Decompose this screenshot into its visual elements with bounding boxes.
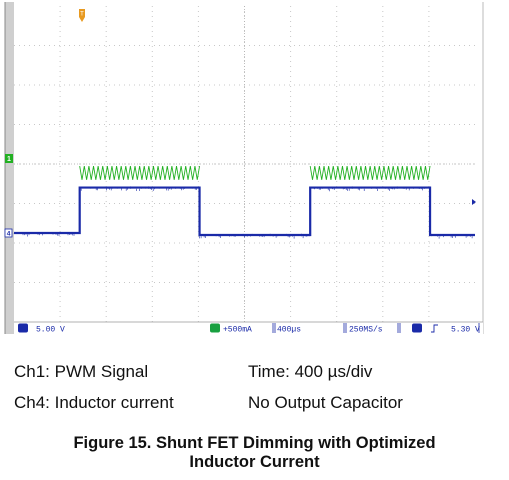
ch1-ground-marker: 1 — [5, 154, 13, 163]
sample-rate-readout: 250MS/s — [349, 326, 383, 335]
timebase-legend-label: Time: 400 µs/div — [248, 362, 373, 381]
figure-caption-line-2: Inductor Current — [189, 453, 320, 471]
trigger-marker-label: T — [80, 12, 84, 18]
timebase-readout: 400µs — [277, 326, 301, 335]
ch4-noise-overlay — [13, 186, 474, 239]
ch1-marker-label: 1 — [7, 156, 11, 163]
ch4-current-trace — [13, 186, 475, 239]
trigger-position-marker: T — [79, 9, 85, 22]
trigger-source-badge — [412, 323, 422, 333]
trigger-level-readout: 5.30 V — [451, 326, 480, 335]
ch1-scale-readout: 5.00 V — [36, 326, 65, 335]
ch1-legend-label: Ch1: PWM Signal — [14, 362, 149, 381]
ch4-marker-label: 4 — [7, 231, 11, 238]
figure-caption: Figure 15. Shunt FET Dimming with Optimi… — [0, 434, 509, 472]
figure-caption-line-1: Figure 15. Shunt FET Dimming with Optimi… — [73, 434, 436, 452]
ch1-sparse-switching-segment — [309, 165, 431, 180]
left-sidebar — [5, 2, 14, 334]
ch4-scale-readout: +500mA — [223, 326, 252, 335]
ch1-badge — [18, 323, 28, 333]
oscilloscope-screen: T 1 4 5.00 V +500mA 400µs 250MS/s 5.30 V — [4, 2, 484, 335]
capacitor-legend-label: No Output Capacitor — [248, 393, 403, 412]
ch4-legend-label: Ch4: Inductor current — [14, 393, 174, 412]
ch1-sparse-switching-segment — [79, 165, 200, 180]
trigger-level-arrow-icon — [472, 199, 476, 205]
status-bar: 5.00 V +500mA 400µs 250MS/s 5.30 V — [14, 321, 483, 335]
ch4-ground-marker: 4 — [4, 228, 13, 238]
graticule — [14, 6, 475, 322]
ch1-pwm-trace — [79, 165, 431, 180]
ch4-badge — [210, 323, 220, 333]
rising-edge-icon — [431, 324, 438, 333]
trigger-arrow-icon — [79, 17, 85, 22]
